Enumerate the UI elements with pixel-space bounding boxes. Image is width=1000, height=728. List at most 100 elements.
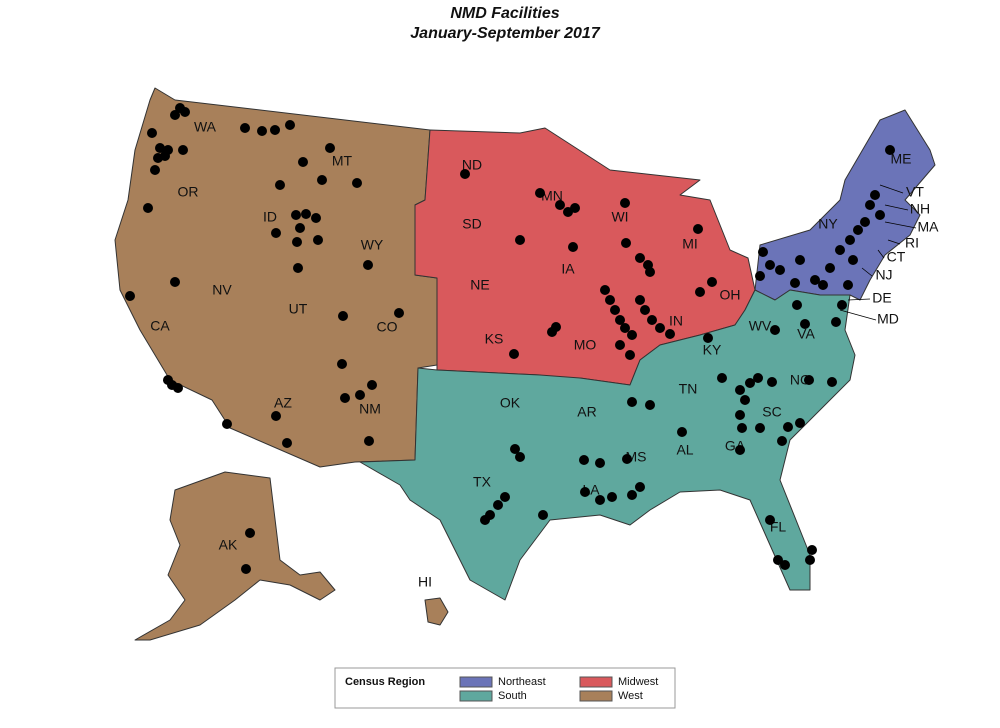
facility-dot [364,436,374,446]
state-label: OH [720,287,741,303]
state-label: CT [887,249,906,265]
facility-dot [313,235,323,245]
facility-dot [535,188,545,198]
facility-dot [311,213,321,223]
facility-dot [394,308,404,318]
state-label: AL [676,442,693,458]
facility-dot [807,545,817,555]
facility-dot [153,153,163,163]
facility-dot [770,325,780,335]
facility-dot [665,329,675,339]
facility-dot [325,143,335,153]
state-label: KY [703,342,722,358]
facility-dot [621,238,631,248]
legend-swatch [579,676,613,688]
facility-dot [875,210,885,220]
facility-dot [835,245,845,255]
facility-dot [363,260,373,270]
facility-dot [795,418,805,428]
state-label: TX [473,474,492,490]
facility-dot [792,300,802,310]
state-label: CA [150,318,170,334]
facility-dot [860,217,870,227]
facility-dot [635,253,645,263]
facility-dot [170,277,180,287]
state-label: TN [679,381,698,397]
facility-dot [595,458,605,468]
facility-dot [270,125,280,135]
state-label: IA [561,261,575,277]
leader-line [887,239,901,245]
facility-dot [827,377,837,387]
facility-dot [538,510,548,520]
state-label: OR [178,184,199,200]
facility-dot [615,315,625,325]
facility-dot [170,110,180,120]
facility-dot [885,145,895,155]
facility-dot [180,107,190,117]
facility-dot [805,555,815,565]
facility-dot [292,237,302,247]
facility-dot [735,410,745,420]
state-label: ME [891,151,912,167]
facility-dot [605,295,615,305]
map-title: NMD Facilities [450,5,559,22]
state-label: WI [611,209,628,225]
facility-dot [735,385,745,395]
facility-dot [600,285,610,295]
state-label: NY [818,216,838,232]
facility-dot [150,165,160,175]
state-label: MI [682,236,698,252]
facility-dot [607,492,617,502]
legend-label: Midwest [618,676,658,688]
facility-dot [627,330,637,340]
state-label: IN [669,313,683,329]
leader-line [847,298,871,301]
facility-dot [515,235,525,245]
facility-dot [510,444,520,454]
facility-dot [515,452,525,462]
facility-dot [271,411,281,421]
hawaii [424,597,449,626]
facility-dot [804,375,814,385]
state-label: HI [418,574,432,590]
facility-dot [740,395,750,405]
legend-swatch [459,676,493,688]
facility-dot [125,291,135,301]
state-label: NM [359,401,381,417]
state-label: ID [263,209,277,225]
facility-dot [625,350,635,360]
state-label: DE [872,290,891,306]
state-label: SC [762,404,781,420]
legend-label: West [618,690,643,702]
facility-dot [635,295,645,305]
facility-dot [635,482,645,492]
facility-dot [509,349,519,359]
facility-dot [480,515,490,525]
facility-dot [317,175,327,185]
state-label: VT [906,184,924,200]
state-label: MA [918,219,940,235]
facility-dot [627,490,637,500]
state-label: CO [377,319,398,335]
leader-line [884,221,917,229]
facility-dot [707,277,717,287]
state-label: NH [910,201,930,217]
state-label: SD [462,216,481,232]
map: WA OR CA ID NV MT WY UT AZ CO NM AK HI ND SD NE KS MN IA MO… [114,87,940,641]
facility-dot [765,515,775,525]
state-label: KS [485,331,504,347]
facility-dot [240,123,250,133]
facility-dot [693,224,703,234]
facility-dot [500,492,510,502]
facility-dot [831,317,841,327]
facility-dot [155,143,165,153]
facility-dot [767,377,777,387]
legend-label: Northeast [498,676,546,688]
facility-dot [222,419,232,429]
facility-dot [800,319,810,329]
state-label: OK [500,395,521,411]
state-label: VA [797,326,815,342]
facility-dot [355,390,365,400]
